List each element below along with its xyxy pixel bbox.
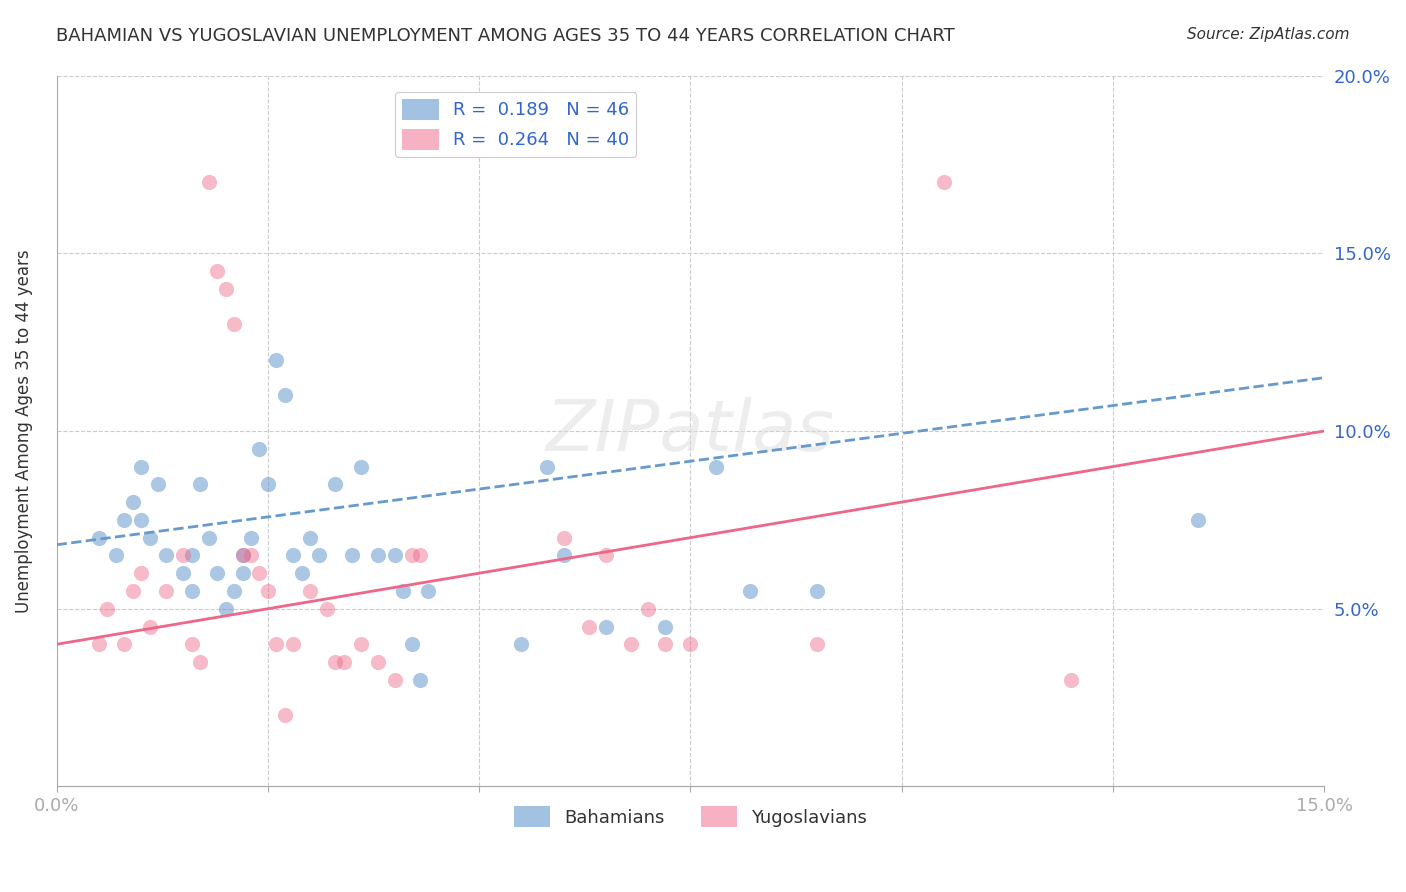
- Point: [249, 566, 271, 581]
- Point: [214, 601, 236, 615]
- Point: [316, 601, 339, 615]
- Text: BAHAMIAN VS YUGOSLAVIAN UNEMPLOYMENT AMONG AGES 35 TO 44 YEARS CORRELATION CHART: BAHAMIAN VS YUGOSLAVIAN UNEMPLOYMENT AMO…: [56, 27, 955, 45]
- Point: [367, 549, 389, 563]
- Point: [138, 531, 160, 545]
- Point: [932, 175, 955, 189]
- Point: [806, 584, 828, 599]
- Point: [409, 673, 432, 687]
- Point: [87, 531, 110, 545]
- Point: [384, 549, 406, 563]
- Point: [121, 584, 143, 599]
- Point: [257, 477, 280, 491]
- Point: [205, 566, 228, 581]
- Point: [112, 637, 135, 651]
- Point: [240, 531, 263, 545]
- Point: [283, 637, 305, 651]
- Point: [308, 549, 330, 563]
- Point: [553, 531, 575, 545]
- Point: [325, 655, 347, 669]
- Point: [274, 708, 297, 723]
- Point: [401, 549, 423, 563]
- Point: [155, 584, 177, 599]
- Point: [87, 637, 110, 651]
- Point: [155, 549, 177, 563]
- Point: [214, 282, 236, 296]
- Point: [409, 549, 432, 563]
- Point: [595, 549, 617, 563]
- Point: [197, 175, 219, 189]
- Point: [283, 549, 305, 563]
- Point: [104, 549, 127, 563]
- Point: [384, 673, 406, 687]
- Point: [1060, 673, 1083, 687]
- Point: [536, 459, 558, 474]
- Point: [806, 637, 828, 651]
- Point: [249, 442, 271, 456]
- Point: [232, 566, 254, 581]
- Point: [129, 513, 152, 527]
- Point: [266, 352, 288, 367]
- Point: [704, 459, 727, 474]
- Point: [510, 637, 533, 651]
- Point: [325, 477, 347, 491]
- Point: [232, 549, 254, 563]
- Point: [232, 549, 254, 563]
- Point: [553, 549, 575, 563]
- Text: ZIPatlas: ZIPatlas: [546, 397, 835, 466]
- Point: [240, 549, 263, 563]
- Point: [222, 318, 245, 332]
- Y-axis label: Unemployment Among Ages 35 to 44 years: Unemployment Among Ages 35 to 44 years: [15, 249, 32, 613]
- Point: [333, 655, 356, 669]
- Point: [121, 495, 143, 509]
- Point: [138, 619, 160, 633]
- Point: [291, 566, 314, 581]
- Point: [266, 637, 288, 651]
- Point: [180, 637, 202, 651]
- Point: [257, 584, 280, 599]
- Point: [180, 549, 202, 563]
- Point: [350, 459, 373, 474]
- Point: [188, 477, 211, 491]
- Point: [401, 637, 423, 651]
- Point: [1187, 513, 1209, 527]
- Point: [637, 601, 659, 615]
- Point: [392, 584, 415, 599]
- Point: [578, 619, 600, 633]
- Point: [188, 655, 211, 669]
- Point: [180, 584, 202, 599]
- Point: [222, 584, 245, 599]
- Point: [299, 584, 322, 599]
- Point: [205, 264, 228, 278]
- Point: [738, 584, 761, 599]
- Point: [274, 388, 297, 402]
- Point: [299, 531, 322, 545]
- Point: [172, 549, 194, 563]
- Point: [350, 637, 373, 651]
- Point: [146, 477, 169, 491]
- Point: [96, 601, 118, 615]
- Point: [679, 637, 702, 651]
- Point: [342, 549, 364, 563]
- Legend: Bahamians, Yugoslavians: Bahamians, Yugoslavians: [506, 799, 875, 834]
- Point: [197, 531, 219, 545]
- Point: [654, 637, 676, 651]
- Point: [112, 513, 135, 527]
- Point: [654, 619, 676, 633]
- Point: [129, 566, 152, 581]
- Point: [367, 655, 389, 669]
- Point: [172, 566, 194, 581]
- Point: [129, 459, 152, 474]
- Point: [595, 619, 617, 633]
- Point: [418, 584, 440, 599]
- Point: [620, 637, 643, 651]
- Text: Source: ZipAtlas.com: Source: ZipAtlas.com: [1187, 27, 1350, 42]
